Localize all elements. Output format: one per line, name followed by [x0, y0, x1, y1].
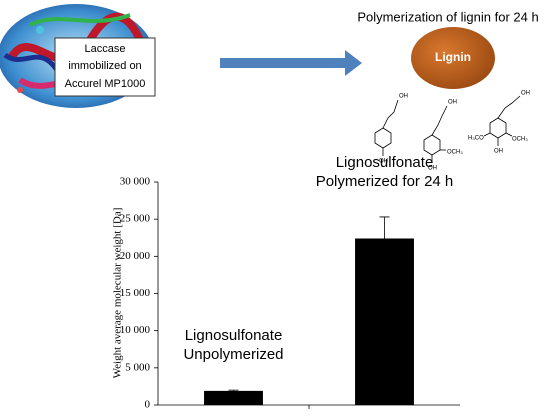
bar-annotation: Unpolymerized — [183, 346, 283, 363]
process-label: Polymerization of lignin for 24 h — [357, 9, 538, 24]
y-tick-label: 25 000 — [120, 213, 151, 225]
chem-label: OCH₃ — [512, 137, 528, 143]
chem-label: OH — [494, 149, 503, 155]
bar-annotation: Lignosulfonate — [336, 154, 434, 171]
bar-chart: Weight average molecular weight [Da] 0 5 … — [112, 154, 460, 411]
y-axis-title: Weight average molecular weight [Da] — [112, 208, 124, 379]
enzyme-label: Accurel MP1000 — [65, 78, 146, 90]
bar-annotation: Lignosulfonate — [185, 327, 283, 344]
chem-label: OH — [521, 91, 530, 97]
chem-label: OH — [379, 159, 388, 165]
lignin-blob — [411, 27, 495, 89]
bar — [204, 390, 263, 405]
bar-annotation: Polymerized for 24 h — [316, 173, 454, 190]
enzyme-label: immobilized on — [68, 60, 141, 72]
bar — [355, 238, 414, 405]
enzyme-image: Laccase immobilized on Accurel MP1000 — [0, 4, 156, 108]
chem-label: H₃CO — [468, 136, 484, 142]
y-tick-label: 15 000 — [120, 287, 151, 299]
chem-labels: OH OH OH OCH₃ OH OH H₃CO OCH₃ OH — [379, 91, 530, 172]
chem-label: OCH₃ — [447, 150, 463, 156]
chem-label: OH — [399, 94, 408, 100]
enzyme-label: Laccase — [85, 43, 126, 55]
error-bar — [228, 389, 239, 391]
y-tick-label: 5 000 — [125, 361, 150, 373]
y-tick-label: 0 — [145, 399, 151, 411]
y-tick-label: 30 000 — [120, 176, 151, 188]
y-tick-label: 20 000 — [120, 250, 151, 262]
chemical-structures — [374, 95, 521, 163]
error-bar — [379, 216, 390, 239]
process-arrow — [220, 50, 362, 76]
y-tick-label: 10 000 — [120, 324, 151, 336]
chem-label: OH — [428, 166, 437, 172]
chem-label: OH — [448, 100, 457, 106]
lignin-label: Lignin — [435, 50, 471, 64]
